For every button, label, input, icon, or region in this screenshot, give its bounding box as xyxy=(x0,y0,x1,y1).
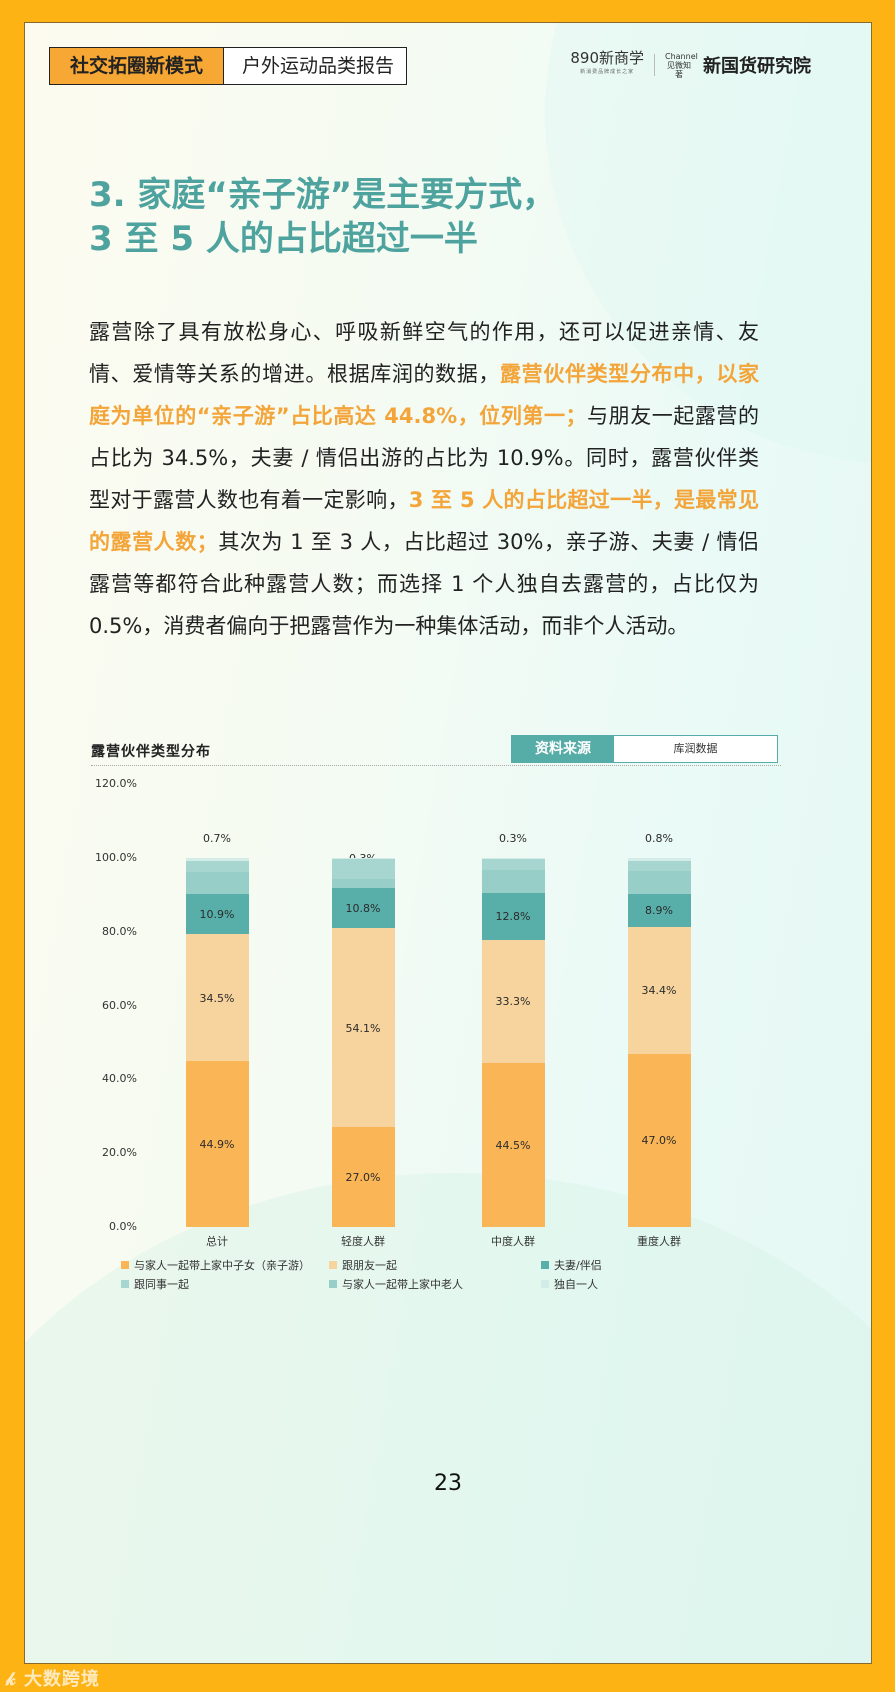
y-axis-tick: 100.0% xyxy=(95,851,137,864)
legend-item: 与家人一起带上家中老人 xyxy=(329,1276,463,1292)
divider xyxy=(91,765,781,766)
data-label: 12.8% xyxy=(495,910,531,924)
data-label: 8.9% xyxy=(645,904,673,918)
data-label: 54.1% xyxy=(345,1021,381,1035)
section-title: 3. 家庭“亲子游”是主要方式， 3 至 5 人的占比超过一半 xyxy=(89,175,557,259)
x-axis-label: 重度人群 xyxy=(637,1235,681,1248)
bar-segment xyxy=(331,887,395,928)
y-axis-tick: 0.0% xyxy=(109,1220,137,1233)
data-label: 27.0% xyxy=(345,1171,381,1185)
data-label: 10.9% xyxy=(199,907,235,921)
legend-item: 跟同事一起 xyxy=(121,1276,189,1292)
bar-0: 44.9% 34.5% 10.9% xyxy=(185,858,249,1227)
legend-swatch-icon xyxy=(121,1261,129,1269)
bar-segment xyxy=(627,858,691,861)
x-axis-label: 总计 xyxy=(206,1235,228,1248)
bar-segment xyxy=(627,893,691,927)
bar-segment xyxy=(627,1053,691,1227)
logo-xinguohuo: 新国货研究院 xyxy=(703,56,811,77)
bar-segment xyxy=(331,858,395,860)
data-label: 0.3% xyxy=(499,832,527,845)
y-axis-tick: 20.0% xyxy=(102,1146,137,1160)
data-label: 0.7% xyxy=(203,832,231,845)
legend-swatch-icon xyxy=(329,1261,337,1269)
legend-item: 独自一人 xyxy=(541,1276,598,1292)
bar-segment xyxy=(481,892,545,940)
y-axis-tick: 120.0% xyxy=(95,777,137,791)
body-paragraph: 露营除了具有放松身心、呼吸新鲜空气的作用，还可以促进亲情、友情、爱情等关系的增进… xyxy=(89,320,760,638)
bar-segment xyxy=(185,934,249,1062)
page-number: 23 xyxy=(434,1471,462,1496)
background-decoration xyxy=(25,1173,871,1663)
data-label: 34.5% xyxy=(199,991,235,1005)
bar-segment xyxy=(481,858,545,860)
y-axis-tick: 80.0% xyxy=(102,924,137,938)
bar-1: 27.0% 54.1% 10.8% xyxy=(331,858,395,1227)
highlight-text: 3 至 5 人的占比超过一半，是最常见的露营人数； xyxy=(89,488,760,554)
header-tag-secondary: 户外运动品类报告 xyxy=(224,48,407,84)
bar-3: 47.0% 34.4% 8.9% xyxy=(627,858,691,1227)
x-axis-label: 中度人群 xyxy=(491,1235,535,1248)
legend-swatch-icon xyxy=(121,1280,129,1288)
watermark-logo-icon: 𝓀 xyxy=(6,1669,17,1690)
legend-label: 独自一人 xyxy=(554,1278,598,1291)
bar-segment xyxy=(627,870,691,894)
y-axis-tick: 60.0% xyxy=(102,998,137,1012)
source-box: 资料来源 库润数据 xyxy=(511,735,778,763)
bar-segment xyxy=(185,858,249,861)
bar-segment xyxy=(331,859,395,880)
source-label: 资料来源 xyxy=(512,736,614,762)
legend-item: 夫妻/伴侣 xyxy=(541,1257,602,1273)
header-tag-primary: 社交拓圈新模式 xyxy=(50,48,225,84)
data-label: 0.8% xyxy=(645,832,673,845)
bar-segment xyxy=(331,927,395,1128)
legend-swatch-icon xyxy=(329,1280,337,1288)
bar-segment xyxy=(627,926,691,1054)
bar-segment xyxy=(185,860,249,872)
data-label: 44.9% xyxy=(199,1138,235,1152)
header-tags: 社交拓圈新模式 户外运动品类报告 xyxy=(49,47,408,85)
legend-item: 与家人一起带上家中子女（亲子游） xyxy=(121,1257,310,1273)
bar-segment xyxy=(481,870,545,893)
bar-2: 44.5% 33.3% 12.8% xyxy=(481,858,545,1227)
data-label: 44.5% xyxy=(495,1138,531,1152)
legend-label: 跟同事一起 xyxy=(134,1278,189,1291)
logo-890: 890新商学 新消费品牌成长之家 xyxy=(570,49,644,76)
bar-segment xyxy=(185,1061,249,1227)
chart-title: 露营伙伴类型分布 xyxy=(91,744,211,760)
bar-segment xyxy=(331,879,395,888)
legend-label: 跟朋友一起 xyxy=(342,1259,397,1272)
source-value: 库润数据 xyxy=(614,736,777,762)
bar-segment xyxy=(185,893,249,935)
report-page: 社交拓圈新模式 户外运动品类报告 890新商学 新消费品牌成长之家 Channe… xyxy=(24,22,872,1664)
legend-item: 跟朋友一起 xyxy=(329,1257,397,1273)
watermark: 𝓀 大数跨境 xyxy=(6,1669,100,1690)
legend-swatch-icon xyxy=(541,1280,549,1288)
legend-label: 与家人一起带上家中子女（亲子游） xyxy=(134,1259,310,1272)
bar-segment xyxy=(185,871,249,894)
y-axis-tick: 40.0% xyxy=(102,1072,137,1086)
x-axis-label: 轻度人群 xyxy=(341,1235,385,1248)
data-label: 33.3% xyxy=(495,995,531,1009)
data-label: 47.0% xyxy=(641,1134,677,1148)
bar-segment xyxy=(481,939,545,1063)
legend-label: 夫妻/伴侣 xyxy=(554,1259,602,1272)
partner-logos: 890新商学 新消费品牌成长之家 Channel 见微知著 新国货研究院 xyxy=(570,51,811,79)
bar-segment xyxy=(481,1062,545,1227)
highlight-text: 露营伙伴类型分布中，以家庭为单位的“亲子游”占比高达 44.8%，位列第一； xyxy=(89,362,760,428)
bar-segment xyxy=(481,859,545,871)
legend-label: 与家人一起带上家中老人 xyxy=(342,1278,463,1291)
bar-segment xyxy=(627,860,691,871)
data-label: 34.4% xyxy=(641,984,677,998)
bar-segment xyxy=(331,1127,395,1227)
logo-divider xyxy=(654,54,655,76)
legend-swatch-icon xyxy=(541,1261,549,1269)
logo-channel: Channel 见微知著 xyxy=(665,51,698,79)
data-label: 10.8% xyxy=(345,901,381,915)
